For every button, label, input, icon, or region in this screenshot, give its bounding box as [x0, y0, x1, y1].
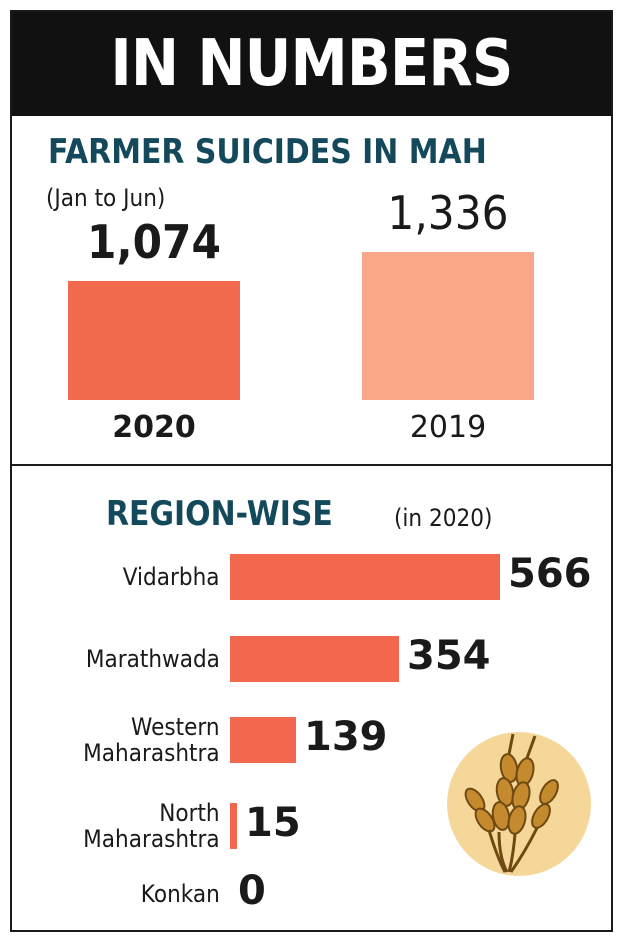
region-value-3: 15	[245, 800, 301, 846]
region-label-line: North	[159, 799, 220, 827]
section2-heading: REGION-WISE	[106, 494, 364, 534]
wheat-icon	[447, 732, 591, 876]
value-label-2019: 1,336	[387, 186, 509, 240]
year-label-2020: 2020	[112, 410, 196, 445]
region-label-line: Marathwada	[85, 645, 220, 673]
region-label-0: Vidarbha	[123, 564, 220, 590]
region-value-1: 354	[407, 633, 491, 679]
region-value-4: 0	[238, 868, 266, 914]
infographic-frame: IN NUMBERS FARMER SUICIDES IN MAH (Jan t…	[10, 10, 613, 932]
region-value-2: 139	[304, 714, 388, 760]
section1-title: FARMER SUICIDES IN MAH	[48, 132, 487, 172]
value-label-2020: 1,074	[87, 215, 221, 269]
region-label-line: Western	[131, 713, 220, 741]
bar-2019	[362, 252, 534, 400]
region-label-line: Maharashtra	[83, 825, 220, 853]
bar-2020	[68, 281, 240, 400]
region-bar-1	[230, 636, 399, 682]
region-label-1: Marathwada	[86, 646, 220, 672]
banner-title: IN NUMBERS	[110, 27, 513, 101]
region-label-3: North Maharashtra	[84, 800, 220, 852]
region-label-4: Konkan	[141, 881, 220, 907]
region-bar-2	[230, 717, 296, 763]
region-label-line: Konkan	[140, 880, 220, 908]
region-label-2: Western Maharashtra	[84, 714, 220, 766]
region-label-line: Vidarbha	[123, 563, 220, 591]
section-divider	[12, 464, 611, 466]
section2-subtitle: (in 2020)	[394, 504, 493, 532]
section2-title: REGION-WISE	[106, 494, 333, 534]
region-bar-3	[230, 803, 237, 849]
banner: IN NUMBERS	[12, 12, 611, 116]
section1-subtitle: (Jan to Jun)	[46, 184, 166, 212]
region-value-0: 566	[508, 551, 592, 597]
region-label-line: Maharashtra	[83, 739, 220, 767]
region-bar-0	[230, 554, 500, 600]
year-label-2019: 2019	[409, 410, 487, 445]
